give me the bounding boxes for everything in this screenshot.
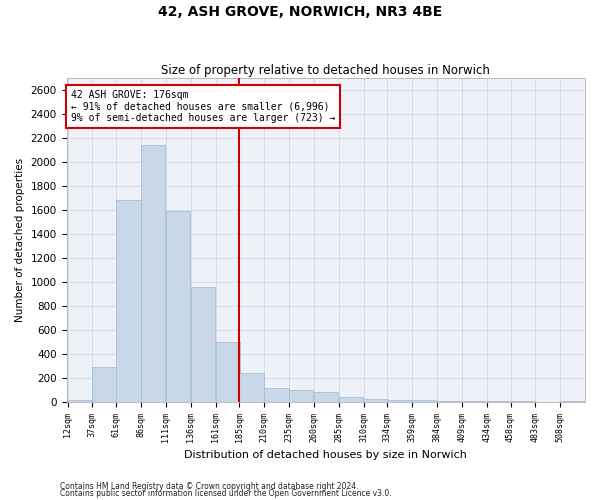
Text: Contains public sector information licensed under the Open Government Licence v3: Contains public sector information licen… xyxy=(60,489,392,498)
Bar xyxy=(560,400,584,402)
Bar xyxy=(314,392,338,402)
Bar xyxy=(264,388,289,402)
Bar xyxy=(92,367,116,402)
Bar xyxy=(437,400,461,402)
Bar xyxy=(166,212,190,402)
Bar xyxy=(412,400,437,402)
Bar xyxy=(141,146,166,402)
Bar xyxy=(289,390,313,402)
Bar xyxy=(487,400,511,402)
Text: 42, ASH GROVE, NORWICH, NR3 4BE: 42, ASH GROVE, NORWICH, NR3 4BE xyxy=(158,5,442,19)
Bar xyxy=(388,400,412,402)
Bar xyxy=(116,200,140,402)
Y-axis label: Number of detached properties: Number of detached properties xyxy=(15,158,25,322)
Title: Size of property relative to detached houses in Norwich: Size of property relative to detached ho… xyxy=(161,64,490,77)
Bar xyxy=(215,342,240,402)
Text: 42 ASH GROVE: 176sqm
← 91% of detached houses are smaller (6,996)
9% of semi-det: 42 ASH GROVE: 176sqm ← 91% of detached h… xyxy=(71,90,335,124)
Bar xyxy=(364,399,388,402)
Bar xyxy=(191,287,215,402)
Bar xyxy=(338,397,363,402)
Bar xyxy=(68,400,92,402)
Text: Contains HM Land Registry data © Crown copyright and database right 2024.: Contains HM Land Registry data © Crown c… xyxy=(60,482,359,491)
Bar xyxy=(239,373,263,402)
X-axis label: Distribution of detached houses by size in Norwich: Distribution of detached houses by size … xyxy=(184,450,467,460)
